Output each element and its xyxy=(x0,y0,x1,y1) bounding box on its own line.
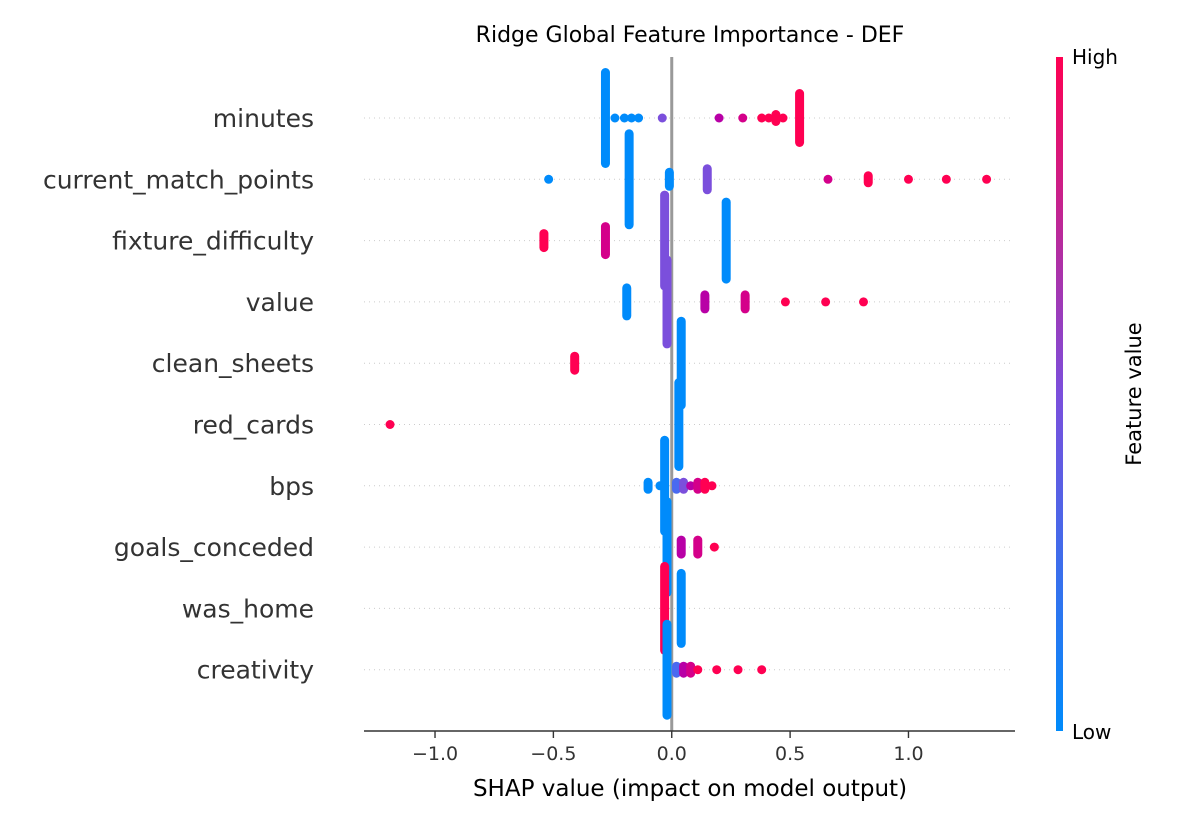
shap-point xyxy=(714,113,724,123)
shap-point xyxy=(941,174,951,184)
shap-point xyxy=(738,113,748,123)
shap-point xyxy=(610,113,620,123)
x-tick-label: 0.5 xyxy=(775,743,805,765)
chart-title: Ridge Global Feature Importance - DEF xyxy=(476,23,905,48)
shap-point-cluster xyxy=(679,477,689,494)
x-tick-label: 1.0 xyxy=(893,743,923,765)
shap-point xyxy=(823,174,833,184)
feature-label: creativity xyxy=(197,656,314,685)
feature-label: goals_conceded xyxy=(114,533,314,562)
x-tick-label: −1.0 xyxy=(412,743,458,765)
shap-point-cluster xyxy=(693,535,703,559)
shap-point-cluster xyxy=(863,171,873,188)
shap-point xyxy=(619,113,629,123)
feature-label: bps xyxy=(269,472,314,501)
colorbar-title: Feature value xyxy=(1122,322,1146,465)
shap-point xyxy=(733,665,743,675)
shap-point-cluster xyxy=(662,619,672,720)
feature-label: current_match_points xyxy=(43,165,314,194)
shap-point-cluster xyxy=(662,255,672,349)
shap-point-cluster xyxy=(700,477,710,494)
feature-label: clean_sheets xyxy=(152,349,314,378)
shap-point-cluster xyxy=(700,290,710,314)
shap-point-cluster xyxy=(671,661,681,678)
shap-point-cluster xyxy=(676,535,686,559)
feature-label: value xyxy=(246,288,314,317)
shap-point xyxy=(657,113,667,123)
shap-point xyxy=(764,113,774,123)
shap-point xyxy=(693,665,703,675)
shap-point xyxy=(858,297,868,307)
shap-point xyxy=(712,665,722,675)
points xyxy=(385,68,992,720)
colorbar-high-label: High xyxy=(1072,45,1118,69)
shap-point xyxy=(686,481,696,491)
shap-point-cluster xyxy=(664,167,674,191)
x-axis-label: SHAP value (impact on model output) xyxy=(473,776,907,802)
x-tick-label: 0.0 xyxy=(657,743,687,765)
shap-point-cluster xyxy=(600,222,610,260)
shap-point-cluster xyxy=(622,283,632,321)
shap-point xyxy=(385,420,395,429)
shap-point-cluster xyxy=(624,129,634,230)
shap-point-cluster xyxy=(795,89,805,147)
shap-point-cluster xyxy=(676,568,686,648)
feature-label: was_home xyxy=(182,594,314,623)
shap-point xyxy=(903,174,913,184)
shap-point xyxy=(982,174,992,184)
shap-point xyxy=(757,113,767,123)
shap-point-cluster xyxy=(721,197,731,284)
colorbar-low-label: Low xyxy=(1072,720,1111,744)
shap-point-cluster xyxy=(600,68,610,168)
shap-point xyxy=(757,665,767,675)
shap-point xyxy=(709,542,719,552)
shap-point xyxy=(627,113,637,123)
shap-point-cluster xyxy=(740,290,750,314)
shap-point-cluster xyxy=(539,229,549,253)
shap-point-cluster xyxy=(643,477,653,494)
shap-point xyxy=(821,297,831,307)
feature-label: fixture_difficulty xyxy=(112,227,314,256)
shap-point-cluster xyxy=(702,164,712,195)
shap-point-cluster xyxy=(693,477,703,494)
shap-point xyxy=(544,174,554,184)
shap-point-cluster xyxy=(686,661,696,678)
shap-point xyxy=(634,113,644,123)
shap-point-cluster xyxy=(679,661,689,678)
colorbar xyxy=(1056,57,1063,731)
feature-rows: minutes current_match_points fixture_diffi… xyxy=(43,104,1011,685)
shap-point-cluster xyxy=(671,477,681,494)
shap-point xyxy=(780,297,790,307)
feature-label: red_cards xyxy=(193,411,314,440)
feature-label: minutes xyxy=(213,104,314,133)
x-tick-label: −0.5 xyxy=(530,743,576,765)
shap-point-cluster xyxy=(771,110,781,126)
x-ticks: −1.0 −0.5 0.0 0.5 1.0 xyxy=(412,731,924,765)
shap-point-cluster xyxy=(570,351,580,375)
shap-point xyxy=(778,113,788,123)
shap-point xyxy=(707,481,717,491)
shap-point-cluster xyxy=(674,378,684,471)
